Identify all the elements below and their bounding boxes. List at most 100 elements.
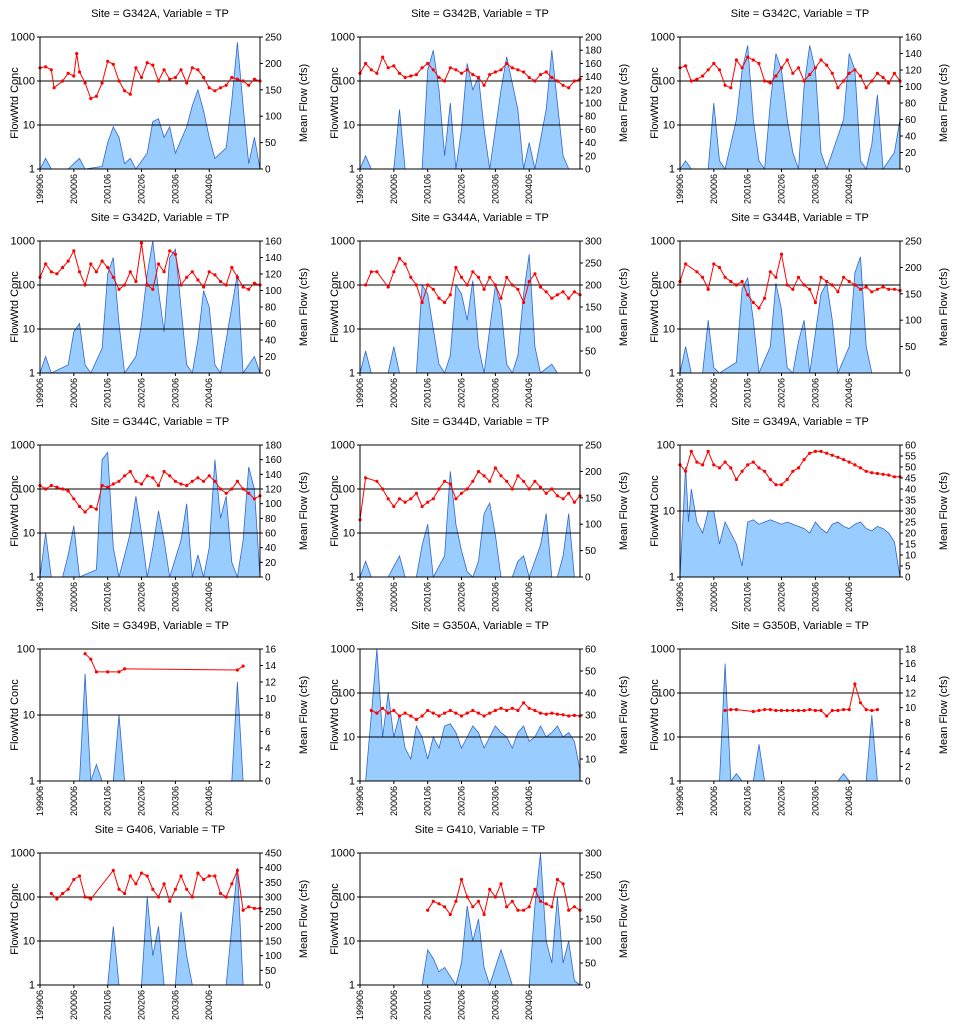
conc-point <box>847 71 851 75</box>
plot-frame <box>359 444 581 578</box>
y2-tick-label: 150 <box>265 937 282 948</box>
x-tick-label: 200406 <box>524 990 534 1020</box>
conc-point <box>173 479 177 483</box>
conc-point <box>561 83 565 87</box>
conc-point <box>482 287 486 291</box>
y2-tick-label: 140 <box>585 72 602 83</box>
conc-point <box>847 708 851 712</box>
y2-tick-label: 0 <box>585 777 591 788</box>
conc-point <box>830 453 834 457</box>
conc-point <box>751 300 755 305</box>
chart-panel: Site = G344C, Variable = TP 1 10 100 1000 0 20… <box>0 408 320 612</box>
conc-point <box>403 711 407 715</box>
y2-tick-label: 200 <box>585 467 602 478</box>
conc-point <box>717 265 722 270</box>
conc-point <box>808 73 812 77</box>
conc-point <box>61 79 65 83</box>
conc-point <box>123 283 127 287</box>
conc-point <box>740 66 744 70</box>
conc-point <box>162 68 166 72</box>
conc-point <box>505 905 509 909</box>
conc-point <box>734 283 738 287</box>
chart-svg: 1 10 100 1000 0 50 100 150 200 250 199906 200006 200… <box>9 32 310 205</box>
conc-point <box>723 83 727 87</box>
conc-point <box>202 479 206 483</box>
flow-area <box>359 471 580 579</box>
y2-tick-label: 100 <box>585 325 602 336</box>
conc-point <box>66 259 70 263</box>
conc-point <box>190 66 194 70</box>
conc-point <box>459 714 464 718</box>
conc-point <box>252 906 256 910</box>
conc-point <box>768 477 772 482</box>
y-tick-label: 10 <box>343 528 355 540</box>
conc-point <box>77 504 82 509</box>
conc-point <box>392 64 396 68</box>
conc-point <box>892 71 896 75</box>
conc-point <box>740 279 744 284</box>
y-axis-label: FlowWtd Conc <box>649 271 661 343</box>
conc-point <box>791 287 795 291</box>
conc-point <box>190 270 194 274</box>
conc-point <box>202 285 206 289</box>
x-tick-label: 199906 <box>355 582 365 612</box>
conc-point <box>414 73 418 77</box>
conc-point <box>751 58 755 62</box>
conc-point <box>544 902 548 906</box>
conc-point <box>230 75 234 80</box>
conc-point <box>235 868 239 873</box>
conc-point <box>431 899 435 903</box>
conc-point <box>482 912 486 917</box>
y2-tick-label: 8 <box>905 718 911 729</box>
conc-point <box>819 275 823 279</box>
y-tick-label: 10 <box>23 710 35 722</box>
x-tick-label: 200206 <box>137 582 147 612</box>
conc-point <box>179 874 183 878</box>
y2-tick-label: 200 <box>585 893 602 904</box>
conc-point <box>763 296 767 300</box>
chart-title: Site = G349A, Variable = TP <box>731 416 869 428</box>
y-tick-label: 1 <box>29 776 35 788</box>
x-tick-label: 200306 <box>810 378 820 408</box>
y2-tick-label: 120 <box>265 270 282 281</box>
y-tick-label: 10 <box>23 120 35 132</box>
conc-point <box>774 74 778 78</box>
conc-point <box>516 287 520 291</box>
y2-tick-label: 250 <box>265 907 282 918</box>
conc-point <box>471 479 475 483</box>
y2-tick-label: 160 <box>265 455 282 466</box>
conc-point <box>185 81 189 85</box>
chart-svg: 1 10 100 1000 0 20 40 60 80 100 120 140 160 199906 200… <box>9 236 310 409</box>
conc-point <box>179 68 183 72</box>
conc-point <box>729 86 733 90</box>
y2-tick-label: 0 <box>265 777 271 788</box>
conc-point <box>397 71 402 75</box>
conc-point <box>448 912 452 917</box>
x-tick-label: 200106 <box>743 378 753 408</box>
y-axis-label: FlowWtd Conc <box>329 679 341 751</box>
conc-point <box>505 61 509 66</box>
y2-tick-label: 50 <box>585 546 597 557</box>
x-tick-label: 200406 <box>204 786 214 816</box>
plot-frame <box>679 240 901 374</box>
conc-point <box>757 306 761 310</box>
conc-point <box>117 287 121 291</box>
chart-panel: Site = G344B, Variable = TP 1 10 100 1000 0 50… <box>640 204 960 408</box>
conc-point <box>796 466 801 470</box>
conc-point <box>151 287 155 291</box>
conc-point <box>134 479 138 483</box>
y2-tick-label: 20 <box>585 733 597 744</box>
conc-point <box>52 86 56 90</box>
conc-point <box>734 477 738 482</box>
conc-point <box>842 275 846 279</box>
conc-point <box>168 249 172 253</box>
conc-point <box>55 897 59 901</box>
conc-point <box>796 708 801 713</box>
conc-point <box>145 874 149 878</box>
y2-tick-label: 120 <box>585 85 602 96</box>
conc-point <box>218 279 223 284</box>
conc-point <box>230 487 234 491</box>
conc-point <box>89 504 93 509</box>
y2-tick-label: 60 <box>265 319 277 330</box>
y2-tick-label: 20 <box>265 352 277 363</box>
